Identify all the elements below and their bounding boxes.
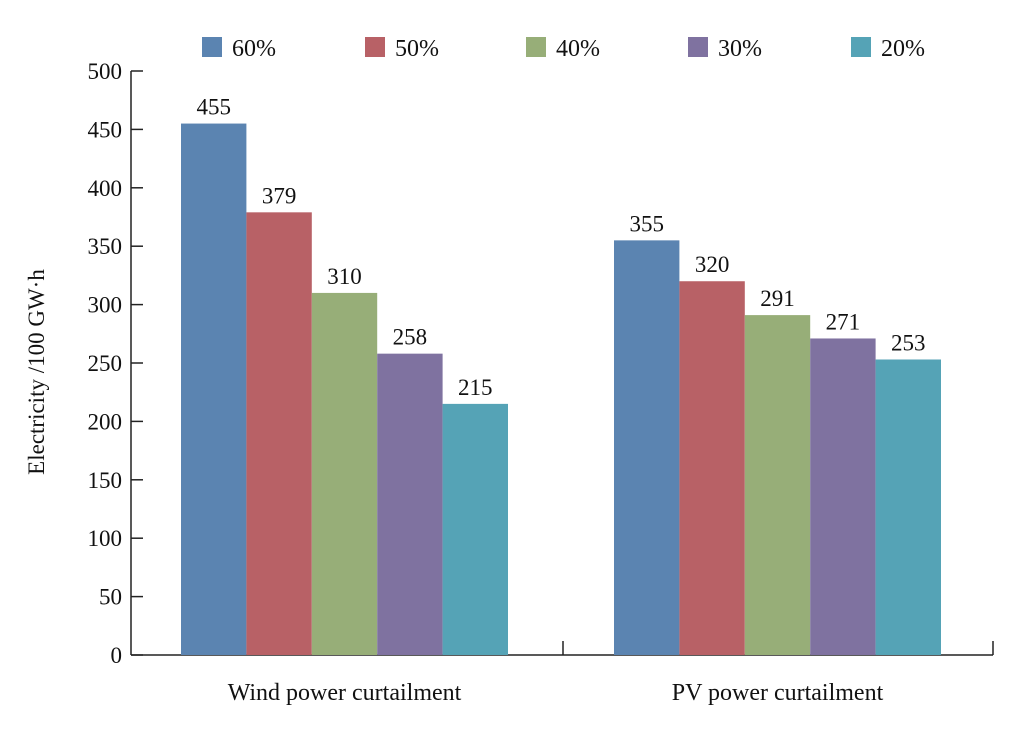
axes: 0 50 100 150 200 250 300 350 400 450 500 Wind power… bbox=[88, 59, 994, 706]
legend-item: 30% bbox=[688, 36, 762, 62]
legend-item: 50% bbox=[365, 36, 439, 62]
data-label: 291 bbox=[760, 286, 795, 311]
data-label: 455 bbox=[196, 95, 231, 120]
y-tick-label: 450 bbox=[88, 117, 123, 142]
bar bbox=[679, 281, 745, 655]
bar bbox=[614, 240, 680, 656]
x-category-label: PV power curtailment bbox=[672, 680, 884, 706]
bar bbox=[181, 123, 247, 655]
data-label: 355 bbox=[629, 211, 664, 236]
bars: 455 355 379 320 310 291 258 271 215 253 bbox=[181, 95, 941, 656]
bar bbox=[442, 403, 508, 655]
legend-swatch bbox=[202, 37, 222, 57]
legend-label: 30% bbox=[718, 36, 762, 62]
data-label: 258 bbox=[393, 325, 428, 350]
y-tick-label: 500 bbox=[88, 59, 123, 84]
y-tick-label: 100 bbox=[88, 526, 123, 551]
legend: 60% 50% 40% 30% 20% bbox=[202, 36, 925, 62]
data-label: 379 bbox=[262, 183, 297, 208]
y-tick-label: 300 bbox=[88, 293, 123, 318]
y-tick-label: 50 bbox=[99, 585, 122, 610]
bar bbox=[875, 359, 941, 655]
y-tick-label: 400 bbox=[88, 176, 123, 201]
y-tick-label: 200 bbox=[88, 409, 123, 434]
data-label: 215 bbox=[458, 375, 493, 400]
legend-label: 20% bbox=[881, 36, 925, 62]
y-tick-label: 150 bbox=[88, 468, 123, 493]
data-label: 320 bbox=[695, 252, 730, 277]
bar bbox=[810, 338, 876, 655]
y-tick-label: 350 bbox=[88, 234, 123, 259]
legend-swatch bbox=[688, 37, 708, 57]
legend-item: 20% bbox=[851, 36, 925, 62]
bar bbox=[744, 315, 811, 655]
x-category-label: Wind power curtailment bbox=[228, 680, 462, 706]
legend-label: 50% bbox=[395, 36, 439, 62]
bar bbox=[377, 353, 443, 655]
bar bbox=[311, 292, 378, 655]
y-tick-label: 250 bbox=[88, 351, 123, 376]
bar bbox=[246, 212, 312, 655]
legend-label: 40% bbox=[556, 36, 600, 62]
legend-swatch bbox=[851, 37, 871, 57]
legend-label: 60% bbox=[232, 36, 276, 62]
legend-swatch bbox=[365, 37, 385, 57]
legend-swatch bbox=[526, 37, 546, 57]
y-tick-label: 0 bbox=[111, 643, 123, 668]
legend-item: 40% bbox=[526, 36, 600, 62]
data-label: 271 bbox=[826, 309, 861, 334]
y-axis-label: Electricity /100 GW·h bbox=[24, 269, 49, 475]
data-label: 310 bbox=[327, 264, 362, 289]
legend-item: 60% bbox=[202, 36, 276, 62]
data-label: 253 bbox=[891, 330, 926, 355]
